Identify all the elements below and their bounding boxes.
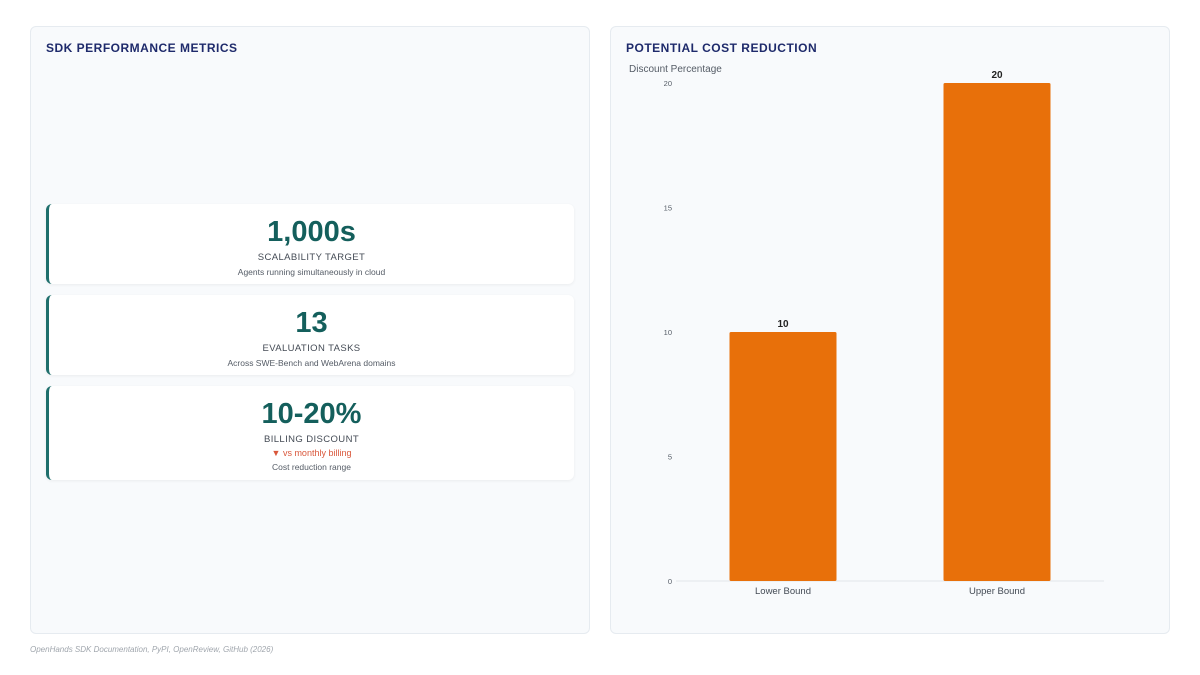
- y-tick-label: 5: [668, 453, 672, 462]
- sdk-metrics-panel: SDK PERFORMANCE METRICS 1,000s SCALABILI…: [30, 26, 590, 634]
- panel-title: SDK PERFORMANCE METRICS: [46, 41, 238, 55]
- metric-label: EVALUATION TASKS: [262, 343, 361, 354]
- x-category-label: Upper Bound: [969, 586, 1025, 597]
- metric-card-billing: 10-20% BILLING DISCOUNT ▼ vs monthly bil…: [46, 386, 574, 480]
- metric-value: 1,000s: [267, 216, 356, 248]
- bar-data-label: 20: [991, 70, 1003, 81]
- source-footnote: OpenHands SDK Documentation, PyPI, OpenR…: [30, 645, 274, 654]
- bar-data-label: 10: [777, 319, 789, 330]
- metric-value: 10-20%: [261, 398, 362, 430]
- y-tick-label: 10: [664, 328, 672, 337]
- cost-reduction-panel: POTENTIAL COST REDUCTION Discount Percen…: [610, 26, 1170, 634]
- y-axis-title: Discount Percentage: [629, 64, 722, 75]
- y-tick-label: 15: [664, 204, 672, 213]
- bar-upper-bound: [943, 83, 1051, 581]
- y-axis: 0 5 10 15 20: [664, 79, 672, 586]
- metric-card-evaluation: 13 EVALUATION TASKS Across SWE-Bench and…: [46, 295, 574, 375]
- panel-title: POTENTIAL COST REDUCTION: [626, 41, 818, 55]
- metric-description: Across SWE-Bench and WebArena domains: [227, 358, 396, 368]
- metric-description: Agents running simultaneously in cloud: [237, 267, 386, 277]
- cost-reduction-chart: Discount Percentage 0 5 10 15 20 10 Lower Bou…: [629, 64, 1104, 597]
- metric-card-scalability: 1,000s SCALABILITY TARGET Agents running…: [46, 204, 574, 284]
- metric-trend: ▼ vs monthly billing: [271, 448, 352, 458]
- metric-label: BILLING DISCOUNT: [263, 434, 360, 445]
- metric-description: Cost reduction range: [272, 462, 351, 472]
- x-category-label: Lower Bound: [755, 586, 811, 597]
- bar-lower-bound: [729, 332, 837, 581]
- bars: 10 Lower Bound 20 Upper Bound: [729, 70, 1051, 597]
- y-tick-label: 20: [664, 79, 672, 88]
- metric-value: 13: [295, 307, 328, 339]
- y-tick-label: 0: [668, 577, 672, 586]
- metric-label: SCALABILITY TARGET: [257, 252, 366, 263]
